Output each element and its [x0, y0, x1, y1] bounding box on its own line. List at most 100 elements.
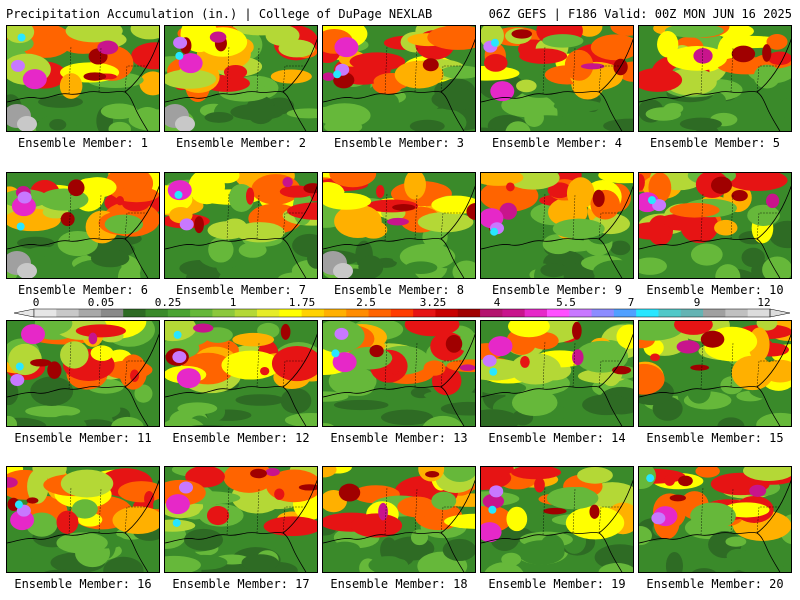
precip-blob: [639, 419, 659, 426]
precip-blob: [235, 394, 285, 406]
precip-core: [60, 212, 75, 227]
colorbar-segment: [680, 309, 704, 317]
precip-core: [97, 40, 119, 55]
precip-core: [16, 222, 25, 231]
precip-blob: [104, 214, 144, 235]
precip-core: [749, 484, 767, 497]
precip-blob: [323, 192, 372, 210]
precip-blob: [639, 126, 673, 131]
precip-blob: [131, 42, 159, 70]
precip-core: [14, 500, 23, 509]
precip-map-svg: [323, 173, 475, 278]
ensemble-member-label: Ensemble Member: 12: [172, 431, 310, 445]
state-borders: [384, 192, 463, 242]
precip-map-svg: [323, 26, 475, 131]
precip-blob: [593, 260, 633, 278]
precip-core: [422, 58, 439, 72]
precip-blob: [232, 332, 275, 347]
precip-core: [338, 483, 361, 502]
colorbar-segment: [234, 309, 258, 317]
precip-blob: [241, 554, 279, 572]
ensemble-member-map: [322, 25, 476, 132]
precip-blob: [324, 119, 363, 131]
ensemble-member-map: [322, 172, 476, 279]
precip-core: [650, 353, 660, 362]
colorbar-tick-label: 1: [229, 296, 237, 309]
precip-blob: [130, 26, 159, 40]
precip-blob: [481, 127, 499, 131]
precip-blob: [75, 324, 126, 338]
precip-blob: [204, 111, 234, 123]
precip-blob: [664, 26, 724, 38]
precipitation-colorbar: [13, 308, 791, 318]
precip-blob: [715, 264, 741, 278]
colorbar-segment: [212, 309, 236, 317]
precip-blob: [280, 388, 312, 414]
map-title: Precipitation Accumulation (in.) | Colle…: [6, 7, 433, 21]
colorbar-segment: [145, 309, 169, 317]
precip-blob: [108, 121, 131, 131]
precip-blob: [582, 394, 631, 416]
precip-core: [664, 474, 676, 486]
precip-core: [481, 522, 502, 543]
precip-core: [483, 53, 508, 72]
precip-blob: [230, 103, 284, 121]
precip-blob: [25, 405, 81, 418]
precip-blob: [762, 98, 788, 121]
precip-core: [10, 59, 25, 72]
precip-blob: [616, 324, 633, 349]
precip-core: [260, 366, 270, 376]
precip-blob: [547, 182, 572, 199]
ensemble-member-map: [6, 25, 160, 132]
precip-blob: [208, 237, 234, 263]
precip-blob: [103, 556, 144, 572]
colorbar-segment: [390, 309, 414, 317]
colorbar-segment: [457, 309, 481, 317]
precip-core: [174, 190, 183, 199]
precip-core: [589, 504, 600, 519]
precip-core: [386, 217, 409, 226]
precip-blob: [339, 421, 389, 426]
precip-blob: [46, 415, 87, 426]
precip-map-svg: [481, 467, 633, 572]
precip-core: [353, 62, 378, 73]
precip-core: [425, 471, 440, 478]
state-borders: [542, 340, 621, 390]
precip-core: [173, 330, 182, 339]
precip-blob: [380, 409, 434, 426]
colorbar-outline: [33, 308, 771, 318]
precip-blob: [695, 467, 720, 478]
colorbar-arrow-right: [769, 308, 791, 318]
precip-blob: [725, 536, 747, 547]
precip-core: [489, 485, 504, 498]
precip-blob: [90, 345, 114, 361]
colorbar-segment: [591, 309, 615, 317]
precip-core: [144, 490, 155, 507]
precip-blob: [177, 402, 218, 415]
precip-core: [282, 176, 293, 188]
colorbar-segment: [524, 309, 548, 317]
precip-core: [265, 467, 280, 477]
precip-blob: [564, 49, 594, 81]
precip-core: [250, 468, 267, 479]
precip-core: [676, 340, 700, 354]
ensemble-member-map: [6, 320, 160, 427]
precip-blob: [639, 363, 665, 395]
precip-blob: [768, 220, 791, 249]
precip-blob: [323, 423, 334, 426]
precip-blob: [184, 528, 224, 551]
precip-core: [652, 199, 667, 212]
precip-blob: [639, 67, 683, 92]
precip-blob: [639, 222, 672, 240]
state-borders: [384, 486, 463, 536]
precip-map-svg: [639, 173, 791, 278]
precip-blob: [511, 389, 558, 417]
precip-core: [543, 507, 567, 515]
precip-core: [333, 70, 342, 79]
precip-blob: [100, 103, 138, 120]
precip-core: [647, 196, 656, 205]
precip-map-svg: [7, 321, 159, 426]
precip-map-svg: [639, 321, 791, 426]
precip-blob: [505, 121, 531, 131]
precip-map-svg: [165, 467, 317, 572]
